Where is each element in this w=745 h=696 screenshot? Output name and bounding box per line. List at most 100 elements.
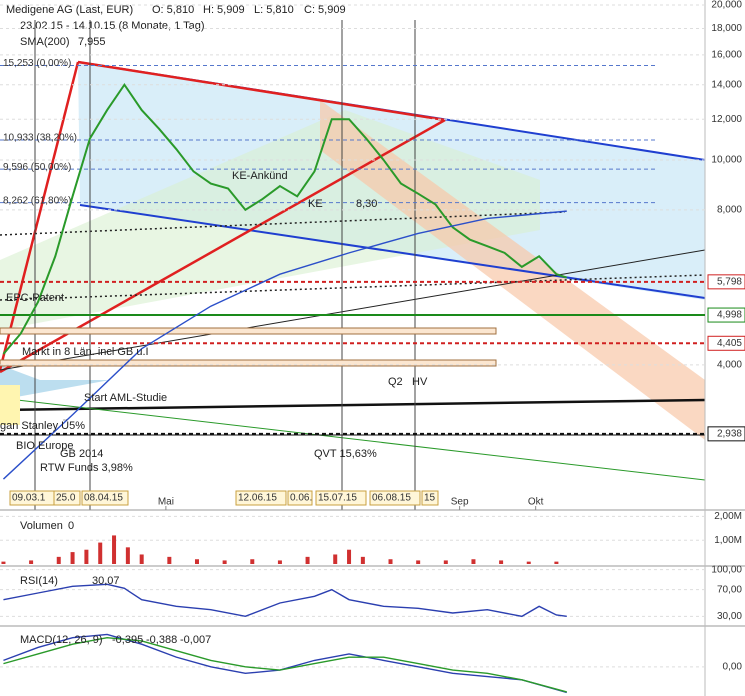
date-tag: [369, 490, 421, 506]
annotation: Markt in 8 Län. incl GB u.I: [22, 346, 149, 358]
ohlc: L: 5,810: [254, 4, 294, 16]
trend-line: [0, 211, 566, 236]
date-tag: [235, 490, 287, 506]
date-range: 23.02.15 - 14.10.15 (8 Monate, 1 Tag): [20, 20, 204, 32]
volume-bar: [98, 542, 103, 564]
date-tag-label: 06.08.15: [372, 493, 411, 504]
panel-value: -0,388: [146, 634, 177, 646]
annotation: gan Stanley Ü5%: [0, 420, 85, 432]
date-tag: [53, 490, 81, 506]
level-label: 5,798: [717, 276, 742, 287]
level-tag: [707, 335, 745, 351]
volume-bar: [347, 549, 352, 564]
y-tick-label: 16,000: [711, 50, 742, 61]
series-line: [2, 82, 568, 355]
y-tick-label: 8,000: [717, 205, 742, 216]
y-tick-label: 30,00: [717, 611, 742, 622]
date-tag-label: 09.03.1: [12, 493, 46, 504]
volume-bar: [56, 556, 61, 564]
y-tick-label: 10,000: [711, 155, 742, 166]
y-tick-label: 0,00: [723, 661, 743, 672]
ohlc: C: 5,909: [304, 4, 346, 16]
trend-line: [77, 60, 446, 122]
level-tag: [707, 426, 745, 442]
volume-bar: [471, 559, 476, 564]
y-tick-label: 2,00M: [714, 511, 742, 522]
volume-bar: [443, 560, 448, 564]
legend-value: 7,955: [78, 36, 106, 48]
date-tag-label: 15.07.15: [318, 493, 357, 504]
volume-bar: [112, 535, 117, 564]
volume-bar: [125, 547, 130, 564]
panel-value: -0,395: [112, 634, 143, 646]
x-tick-label: Mai: [158, 497, 174, 508]
volume-bar: [416, 560, 421, 564]
y-tick-label: 14,000: [711, 79, 742, 90]
volume-bar: [499, 560, 504, 564]
level-tag: [707, 274, 745, 290]
date-tag: [81, 490, 129, 506]
annotation: EPC-Patent: [6, 292, 64, 304]
panel-title: Volumen: [20, 520, 63, 532]
panel-value: -0,007: [180, 634, 211, 646]
date-tag-label: 12.06.15: [238, 493, 277, 504]
volume-bar: [167, 556, 172, 564]
ohlc: H: 5,909: [203, 4, 245, 16]
panel-value: 30,07: [92, 575, 120, 587]
x-tick-label: Okt: [528, 497, 544, 508]
date-tag-label: 15: [424, 493, 436, 504]
date-tag: [421, 490, 439, 506]
volume-bar: [526, 561, 531, 564]
level-label: 4,998: [717, 310, 742, 321]
y-tick-label: 12,000: [711, 114, 742, 125]
annotation: QVT 15,63%: [314, 448, 377, 460]
trend-line: [79, 204, 706, 299]
ohlc: O: 5,810: [152, 4, 194, 16]
volume-bar: [29, 560, 34, 564]
annotation: KE-Ankünd: [232, 170, 288, 182]
panel-title: MACD(12, 26, 9): [20, 634, 103, 646]
fib-label: 15,253 (0,00%): [3, 58, 71, 69]
date-tag: [315, 490, 367, 506]
trend-line: [0, 249, 706, 371]
level-label: 2,938: [717, 428, 742, 439]
annotation: RTW Funds 3,98%: [40, 462, 133, 474]
volume-bar: [194, 559, 199, 564]
volume-bar: [333, 554, 338, 564]
date-tag-label: 0.06.: [290, 493, 312, 504]
volume-bar: [139, 554, 144, 564]
trend-line: [0, 397, 706, 481]
panel-value: 0: [68, 520, 74, 532]
volume-bar: [554, 561, 559, 564]
y-tick-label: 1,00M: [714, 535, 742, 546]
channel-fill: [0, 365, 110, 400]
volume-bar: [222, 560, 227, 564]
volume-bar: [277, 560, 282, 564]
zone: [0, 359, 497, 367]
zone: [0, 327, 497, 335]
fib-label: 9,596 (50,00%): [3, 162, 71, 173]
date-tag-label: 08.04.15: [84, 493, 123, 504]
panel-title: RSI(14): [20, 575, 58, 587]
annotation: 8,30: [356, 198, 377, 210]
date-tag-label: 25.0: [56, 493, 76, 504]
level-tag: [707, 307, 745, 323]
y-tick-label: 18,000: [711, 23, 742, 34]
y-tick-label: 20,000: [711, 0, 742, 11]
series-line: [2, 210, 567, 480]
annotation: KE: [308, 198, 323, 210]
volume-bar: [250, 559, 255, 564]
trend-line: [0, 398, 706, 412]
annotation: Q2: [388, 376, 403, 388]
series-line: [3, 583, 567, 618]
date-tag: [287, 490, 313, 506]
volume-bar: [360, 556, 365, 564]
trend-line: [0, 61, 80, 371]
y-tick-label: 4,000: [717, 359, 742, 370]
volume-bar: [84, 549, 89, 564]
fib-label: 8,262 (61,80%): [3, 195, 71, 206]
y-tick-label: 100,00: [711, 564, 742, 575]
volume-bar: [1, 561, 6, 564]
level-label: 4,405: [717, 338, 742, 349]
